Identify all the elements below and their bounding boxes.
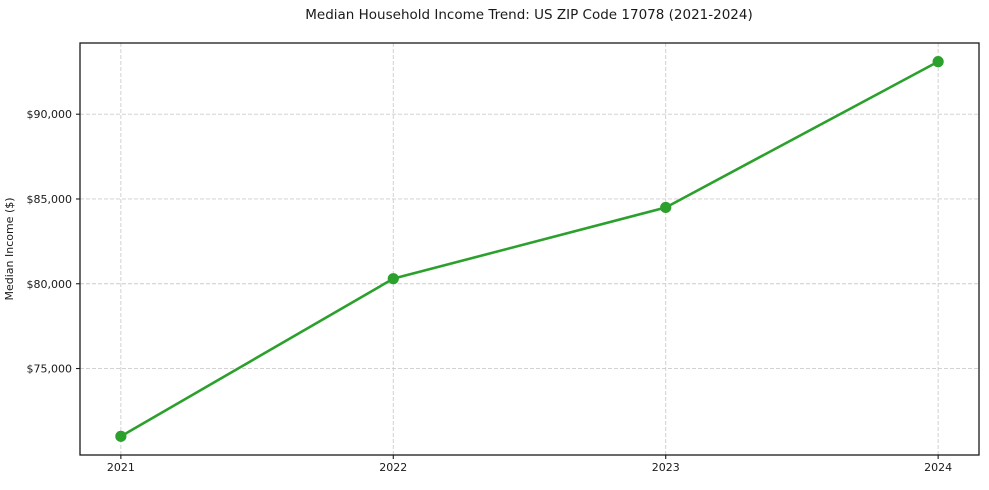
axes-layer	[76, 42, 980, 459]
trend-line	[119, 60, 940, 438]
data-point-marker	[387, 273, 399, 285]
y-axis-label: Median Income ($)	[3, 197, 16, 300]
x-tick-label: 2021	[107, 461, 135, 474]
data-point-marker	[660, 201, 672, 214]
x-tick-label: 2023	[652, 461, 680, 474]
y-tick-label: $90,000	[27, 108, 73, 121]
series-layer	[115, 56, 944, 442]
data-point-marker	[932, 56, 944, 68]
y-tick-label: $80,000	[27, 278, 73, 291]
x-tick-label: 2024	[924, 461, 952, 474]
chart-title: Median Household Income Trend: US ZIP Co…	[305, 7, 753, 23]
y-tick-label: $85,000	[27, 193, 73, 206]
label-layer: 2021 2022 2023 2024 $75,000 $80,000 $85,000 $90…	[27, 108, 953, 474]
y-tick-label: $75,000	[27, 363, 73, 376]
grid-layer	[80, 43, 979, 455]
data-point-marker	[115, 430, 127, 442]
plot-border	[79, 42, 980, 456]
x-tick-label: 2022	[379, 461, 407, 474]
